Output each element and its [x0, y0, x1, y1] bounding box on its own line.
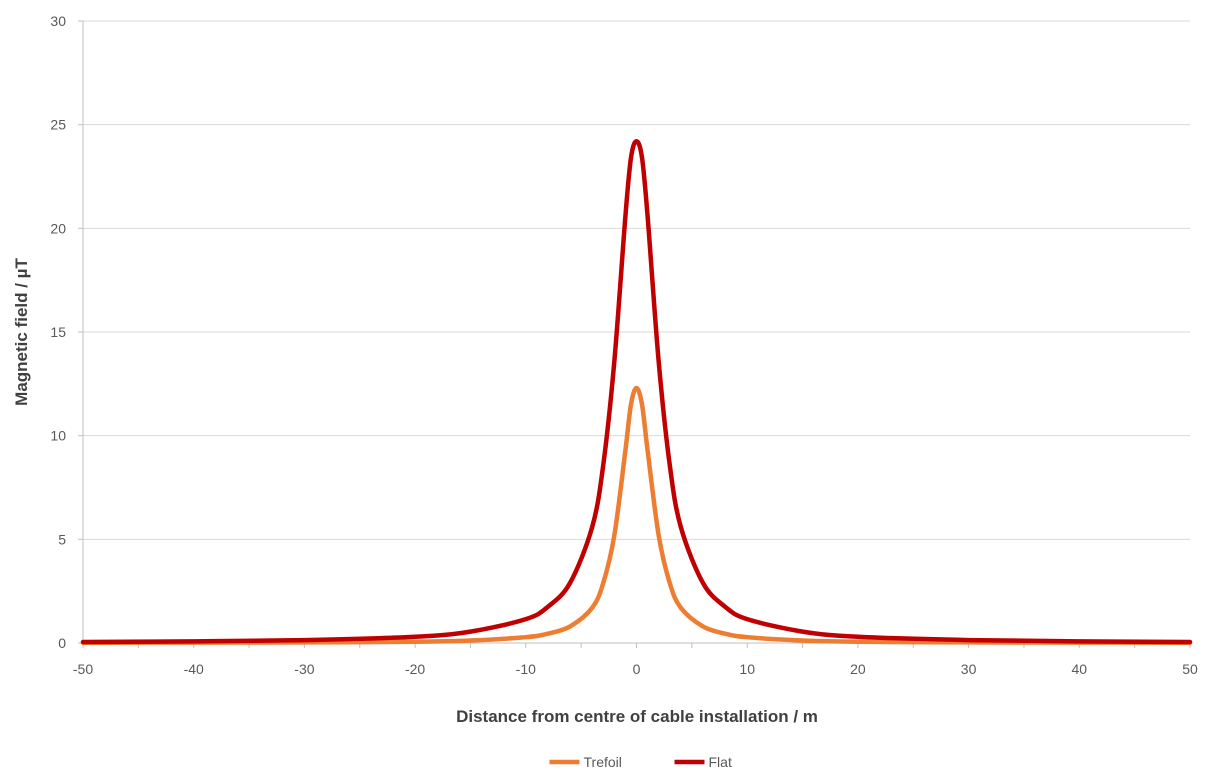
series-line-flat: [80, 139, 1193, 645]
gridlines: [83, 20, 1190, 540]
y-axis-title: Magnetic field / µT: [12, 258, 31, 406]
axes: 0 5 10 15 20 25 30 -50 -40 -30 -20 -10 0 10 20 30 40 50: [50, 13, 1198, 677]
legend: Trefoil Flat: [549, 754, 732, 770]
legend-label-flat: Flat: [709, 754, 732, 770]
y-tick-label: 25: [50, 117, 66, 133]
x-tick-label: -50: [73, 661, 93, 677]
legend-label-trefoil: Trefoil: [584, 754, 622, 770]
y-tick-label: 10: [50, 428, 66, 444]
x-tick-label: 30: [961, 661, 977, 677]
x-tick-label: -10: [516, 661, 536, 677]
x-tick-label: 0: [633, 661, 641, 677]
x-tick-label: -20: [405, 661, 425, 677]
y-tick-label: 20: [50, 220, 66, 236]
series-lines: [80, 139, 1193, 646]
x-tick-label: 10: [739, 661, 755, 677]
x-tick-label: 40: [1072, 661, 1088, 677]
y-tick-label: 0: [58, 635, 66, 651]
y-tick-label: 30: [50, 13, 66, 29]
x-tick-label: 50: [1182, 661, 1198, 677]
x-tick-label: 20: [850, 661, 866, 677]
x-tick-label: -30: [294, 661, 314, 677]
series-line-trefoil: [80, 385, 1193, 646]
y-tick-label: 15: [50, 324, 66, 340]
x-tick-label: -40: [184, 661, 204, 677]
x-axis-title: Distance from centre of cable installati…: [456, 707, 818, 726]
y-tick-label: 5: [58, 531, 66, 547]
